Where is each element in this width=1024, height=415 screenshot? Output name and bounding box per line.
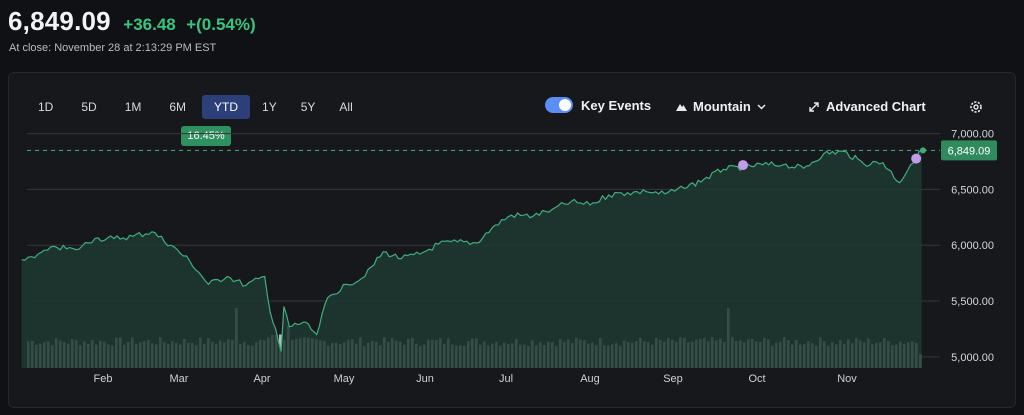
range-ytd[interactable]: YTD — [202, 95, 251, 119]
advanced-chart-label: Advanced Chart — [826, 99, 926, 114]
price-line — [21, 149, 922, 352]
y-tick-label: 5,500.00 — [951, 296, 994, 308]
last-price-tag — [941, 140, 997, 161]
chart-type-label: Mountain — [693, 99, 751, 114]
range-5d[interactable]: 5D — [81, 100, 97, 114]
advanced-chart-button[interactable]: Advanced Chart — [808, 99, 926, 114]
key-event-marker — [738, 160, 748, 171]
x-tick-label: Nov — [837, 373, 857, 385]
price-area — [21, 150, 922, 368]
x-tick-label: Apr — [253, 373, 270, 385]
range-5y[interactable]: 5Y — [300, 100, 316, 114]
range-all[interactable]: All — [339, 100, 353, 114]
ytd-return-badge: 16.45% — [181, 126, 231, 146]
chart-type-dropdown[interactable]: Mountain — [676, 99, 766, 114]
key-events-toggle[interactable]: Key Events — [545, 97, 651, 113]
last-price-dot — [920, 147, 926, 154]
expand-icon — [809, 101, 819, 112]
x-tick-label: May — [334, 373, 355, 385]
y-tick-label: 6,500.00 — [951, 184, 994, 196]
chevron-down-icon — [757, 103, 766, 110]
close-timestamp: At close: November 28 at 2:13:29 PM EST — [9, 42, 217, 54]
range-1d[interactable]: 1D — [38, 100, 54, 114]
price-change: +36.48 — [123, 15, 176, 34]
x-tick-label: Jun — [416, 373, 434, 385]
toggle-knob — [559, 99, 571, 111]
x-tick-label: Mar — [170, 373, 189, 385]
x-tick-label: Jul — [499, 373, 513, 385]
range-selector: 1D 5D 1M 6M YTD 1Y 5Y All — [28, 95, 363, 119]
y-tick-label: 6,000.00 — [951, 240, 994, 252]
last-price-label: 6,849.09 — [948, 145, 991, 157]
gear-icon[interactable] — [968, 99, 984, 115]
y-tick-label: 5,000.00 — [951, 352, 994, 364]
key-event-marker — [911, 153, 922, 164]
toggle-switch[interactable] — [545, 97, 573, 113]
range-1y[interactable]: 1Y — [262, 100, 277, 114]
mountain-icon — [676, 104, 687, 111]
x-tick-label: Oct — [748, 373, 765, 385]
x-tick-label: Sep — [663, 373, 683, 385]
y-tick-label: 7,000.00 — [951, 129, 994, 141]
x-tick-label: Aug — [580, 373, 600, 385]
x-tick-label: Feb — [94, 373, 113, 385]
key-events-label: Key Events — [581, 97, 652, 113]
range-1m[interactable]: 1M — [124, 100, 142, 114]
price-value: 6,849.09 — [8, 6, 111, 36]
quote-header: 6,849.09 +36.48 +(0.54%) — [8, 6, 256, 37]
price-change-percent: +(0.54%) — [186, 15, 256, 34]
range-6m[interactable]: 6M — [169, 100, 187, 114]
